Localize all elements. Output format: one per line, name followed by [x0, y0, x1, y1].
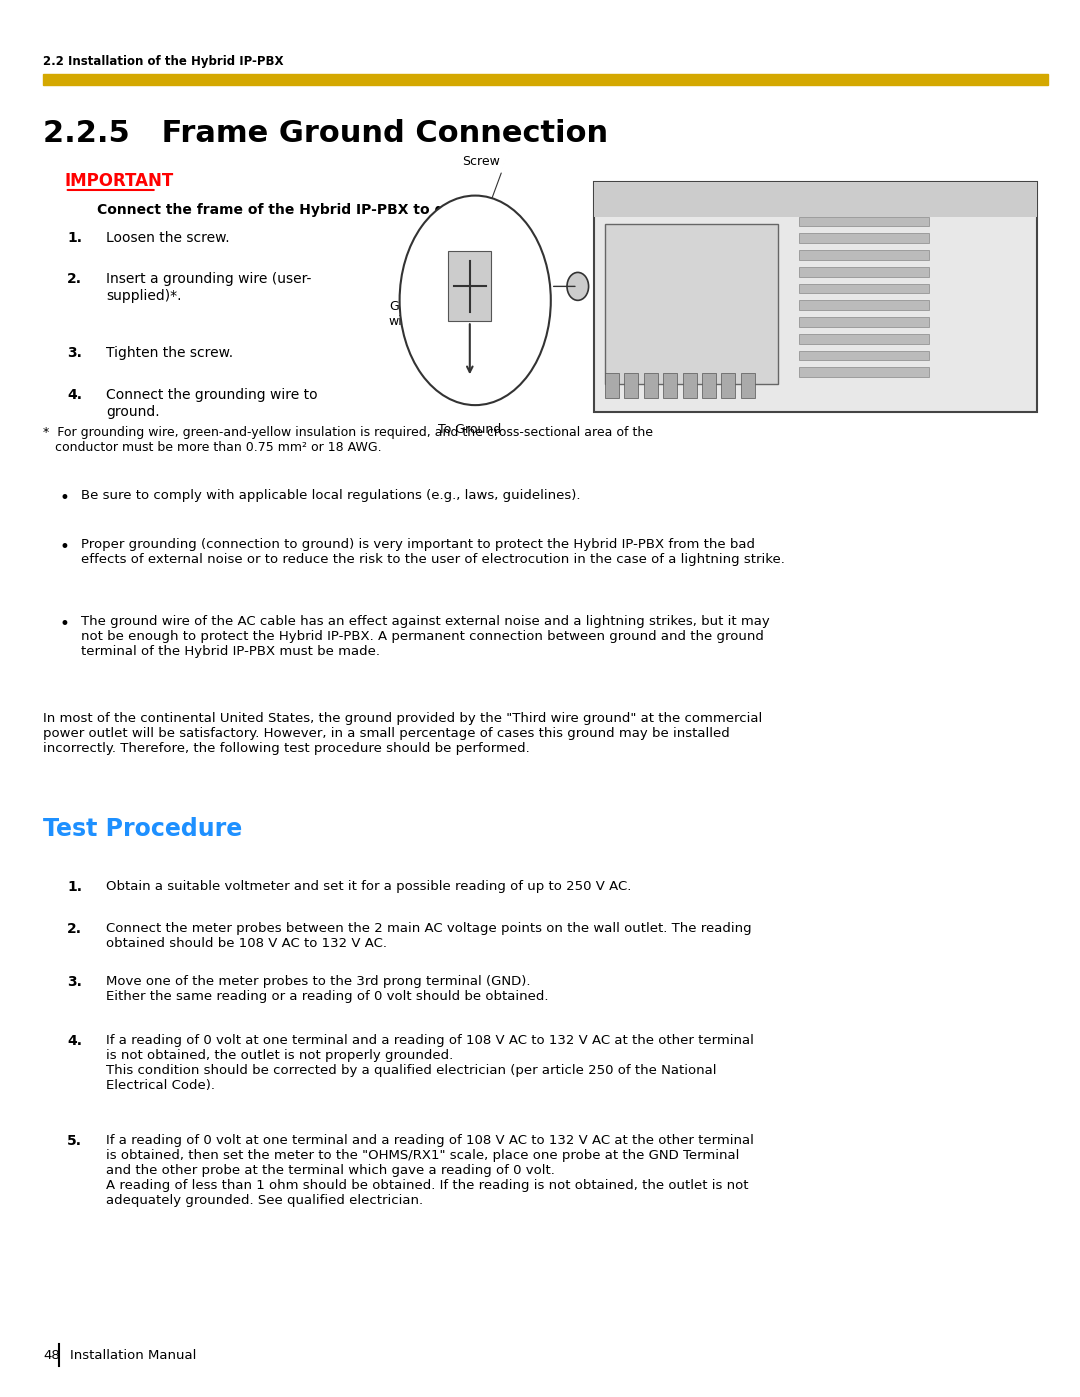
- Text: 4.: 4.: [67, 1034, 82, 1048]
- Text: Test Procedure: Test Procedure: [43, 817, 242, 841]
- Bar: [448, 251, 491, 321]
- Text: Grounding
wire: Grounding wire: [389, 300, 455, 328]
- Text: Be sure to comply with applicable local regulations (e.g., laws, guidelines).: Be sure to comply with applicable local …: [81, 489, 581, 502]
- Text: Proper grounding (connection to ground) is very important to protect the Hybrid : Proper grounding (connection to ground) …: [81, 538, 785, 566]
- Text: Loosen the screw.: Loosen the screw.: [106, 231, 229, 244]
- Bar: [799, 351, 929, 360]
- Bar: [799, 317, 929, 327]
- Text: Connect the meter probes between the 2 main AC voltage points on the wall outlet: Connect the meter probes between the 2 m…: [106, 922, 752, 950]
- Text: Tighten the screw.: Tighten the screw.: [106, 346, 233, 360]
- Text: If a reading of 0 volt at one terminal and a reading of 108 V AC to 132 V AC at : If a reading of 0 volt at one terminal a…: [106, 1134, 754, 1207]
- Text: 3.: 3.: [67, 346, 82, 360]
- Bar: [594, 182, 1037, 217]
- Text: •: •: [59, 615, 69, 633]
- Bar: [799, 267, 929, 277]
- Text: 1.: 1.: [67, 231, 82, 244]
- Bar: [799, 250, 929, 260]
- Bar: [644, 373, 658, 398]
- Bar: [605, 224, 778, 384]
- Text: Obtain a suitable voltmeter and set it for a possible reading of up to 250 V AC.: Obtain a suitable voltmeter and set it f…: [106, 880, 631, 893]
- Bar: [799, 367, 929, 377]
- Text: The ground wire of the AC cable has an effect against external noise and a light: The ground wire of the AC cable has an e…: [81, 615, 770, 658]
- Ellipse shape: [400, 196, 551, 405]
- Text: 3.: 3.: [67, 975, 82, 989]
- Bar: [799, 233, 929, 243]
- Text: Connect the frame of the Hybrid IP-PBX to ground.: Connect the frame of the Hybrid IP-PBX t…: [97, 203, 496, 217]
- Text: Connect the grounding wire to
ground.: Connect the grounding wire to ground.: [106, 388, 318, 419]
- Text: 4.: 4.: [67, 388, 82, 402]
- Text: 2.2 Installation of the Hybrid IP-PBX: 2.2 Installation of the Hybrid IP-PBX: [43, 56, 284, 68]
- Bar: [799, 217, 929, 226]
- Text: 48: 48: [43, 1348, 60, 1362]
- Text: 5.: 5.: [67, 1134, 82, 1148]
- Bar: [799, 334, 929, 344]
- FancyBboxPatch shape: [594, 182, 1037, 412]
- Text: To Ground: To Ground: [438, 423, 501, 436]
- Text: Installation Manual: Installation Manual: [70, 1348, 197, 1362]
- Bar: [799, 300, 929, 310]
- Text: 2.2.5   Frame Ground Connection: 2.2.5 Frame Ground Connection: [43, 119, 608, 148]
- Text: •: •: [59, 538, 69, 556]
- Text: 1.: 1.: [67, 880, 82, 894]
- Bar: [721, 373, 735, 398]
- Text: Insert a grounding wire (user-
supplied)*.: Insert a grounding wire (user- supplied)…: [106, 272, 311, 303]
- Bar: [702, 373, 716, 398]
- Bar: [624, 373, 638, 398]
- Bar: [43, 74, 1048, 85]
- Bar: [683, 373, 697, 398]
- Bar: [741, 373, 755, 398]
- Text: *  For grounding wire, green-and-yellow insulation is required, and the cross-se: * For grounding wire, green-and-yellow i…: [43, 426, 653, 454]
- Circle shape: [567, 272, 589, 300]
- Bar: [799, 284, 929, 293]
- Text: 2.: 2.: [67, 922, 82, 936]
- Bar: [663, 373, 677, 398]
- Bar: [605, 373, 619, 398]
- Text: In most of the continental United States, the ground provided by the "Third wire: In most of the continental United States…: [43, 712, 762, 756]
- Text: •: •: [59, 489, 69, 507]
- Text: IMPORTANT: IMPORTANT: [65, 172, 174, 190]
- Text: Move one of the meter probes to the 3rd prong terminal (GND).
Either the same re: Move one of the meter probes to the 3rd …: [106, 975, 549, 1003]
- Text: Screw: Screw: [461, 155, 500, 168]
- Text: If a reading of 0 volt at one terminal and a reading of 108 V AC to 132 V AC at : If a reading of 0 volt at one terminal a…: [106, 1034, 754, 1092]
- Text: 2.: 2.: [67, 272, 82, 286]
